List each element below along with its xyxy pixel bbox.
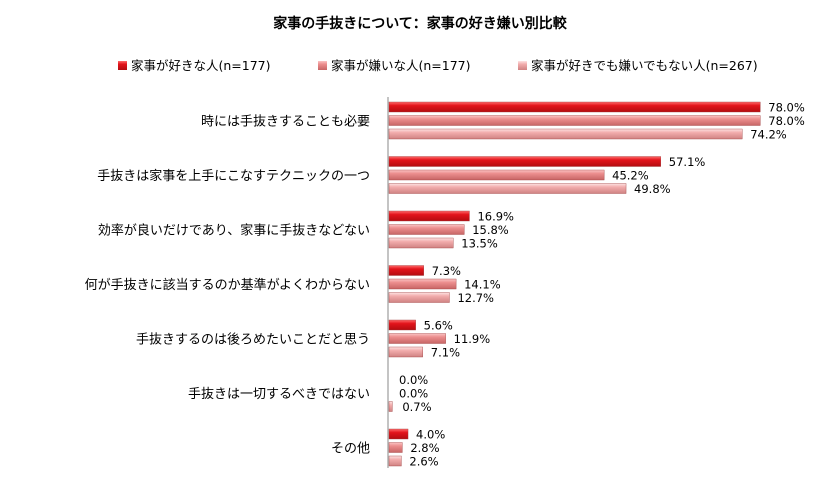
data-label: 7.1% xyxy=(431,346,460,360)
data-label: 49.8% xyxy=(634,182,671,196)
data-label: 0.0% xyxy=(399,373,428,387)
bar-2 xyxy=(388,442,403,453)
data-label: 16.9% xyxy=(477,210,514,224)
bar-3 xyxy=(388,183,627,194)
data-label: 4.0% xyxy=(416,428,445,442)
legend-swatch xyxy=(118,61,127,70)
category-label: 手抜きは家事を上手にこなすテクニックの一つ xyxy=(97,168,370,184)
data-label: 74.2% xyxy=(750,128,787,142)
legend-swatch xyxy=(318,61,327,70)
bar-1 xyxy=(388,101,761,113)
chart-title: 家事の手抜きについて：家事の好き嫌い別比較 xyxy=(273,15,568,32)
data-label: 7.3% xyxy=(432,264,461,278)
bar-3 xyxy=(388,237,454,249)
bar-3 xyxy=(388,346,423,358)
bar-3 xyxy=(388,292,450,303)
bar-1 xyxy=(388,265,424,276)
data-label: 78.0% xyxy=(768,114,805,128)
legend-label: 家事が好きでも嫌いでもない人(n=267) xyxy=(531,58,758,73)
data-label: 45.2% xyxy=(612,169,649,183)
bar-3 xyxy=(388,401,393,412)
legend: 家事が好きな人(n=177) 家事が嫌いな人(n=177) 家事が好きでも嫌いでもな… xyxy=(118,58,758,73)
bar-3 xyxy=(388,455,402,467)
legend-label: 家事が好きな人(n=177) xyxy=(131,58,271,73)
bar-2 xyxy=(388,333,446,344)
data-label: 2.6% xyxy=(409,455,438,469)
bar-2 xyxy=(388,169,605,181)
category-label: その他 xyxy=(331,442,370,457)
bar-3 xyxy=(388,128,743,140)
data-label: 57.1% xyxy=(669,155,706,169)
legend-label: 家事が嫌いな人(n=177) xyxy=(331,58,471,73)
category-label: 手抜きするのは後ろめたいことだと思う xyxy=(136,332,370,348)
category-label: 時には手抜きすることも必要 xyxy=(201,114,370,130)
category-label: 手抜きは一切するべきではない xyxy=(188,386,370,402)
bar-1 xyxy=(388,428,409,440)
legend-swatch xyxy=(518,61,527,70)
data-label: 15.8% xyxy=(472,223,509,237)
data-label: 12.7% xyxy=(457,291,494,305)
data-label: 78.0% xyxy=(768,101,805,115)
data-label: 11.9% xyxy=(454,332,491,346)
data-label: 2.8% xyxy=(410,441,439,455)
bar-1 xyxy=(388,210,470,222)
category-label: 何が手抜きに該当するのか基準がよくわからない xyxy=(85,277,370,293)
bar-2 xyxy=(388,115,761,126)
data-label: 0.7% xyxy=(402,400,431,414)
bar-2 xyxy=(388,224,465,235)
data-label: 13.5% xyxy=(461,237,498,251)
bar-1 xyxy=(388,319,416,331)
bar-1 xyxy=(388,156,661,167)
data-label: 0.0% xyxy=(399,387,428,401)
data-label: 14.1% xyxy=(464,278,501,292)
bar-2 xyxy=(388,278,457,290)
category-label: 効率が良いだけであり、家事に手抜きなどない xyxy=(98,223,370,239)
data-label: 5.6% xyxy=(424,319,453,333)
